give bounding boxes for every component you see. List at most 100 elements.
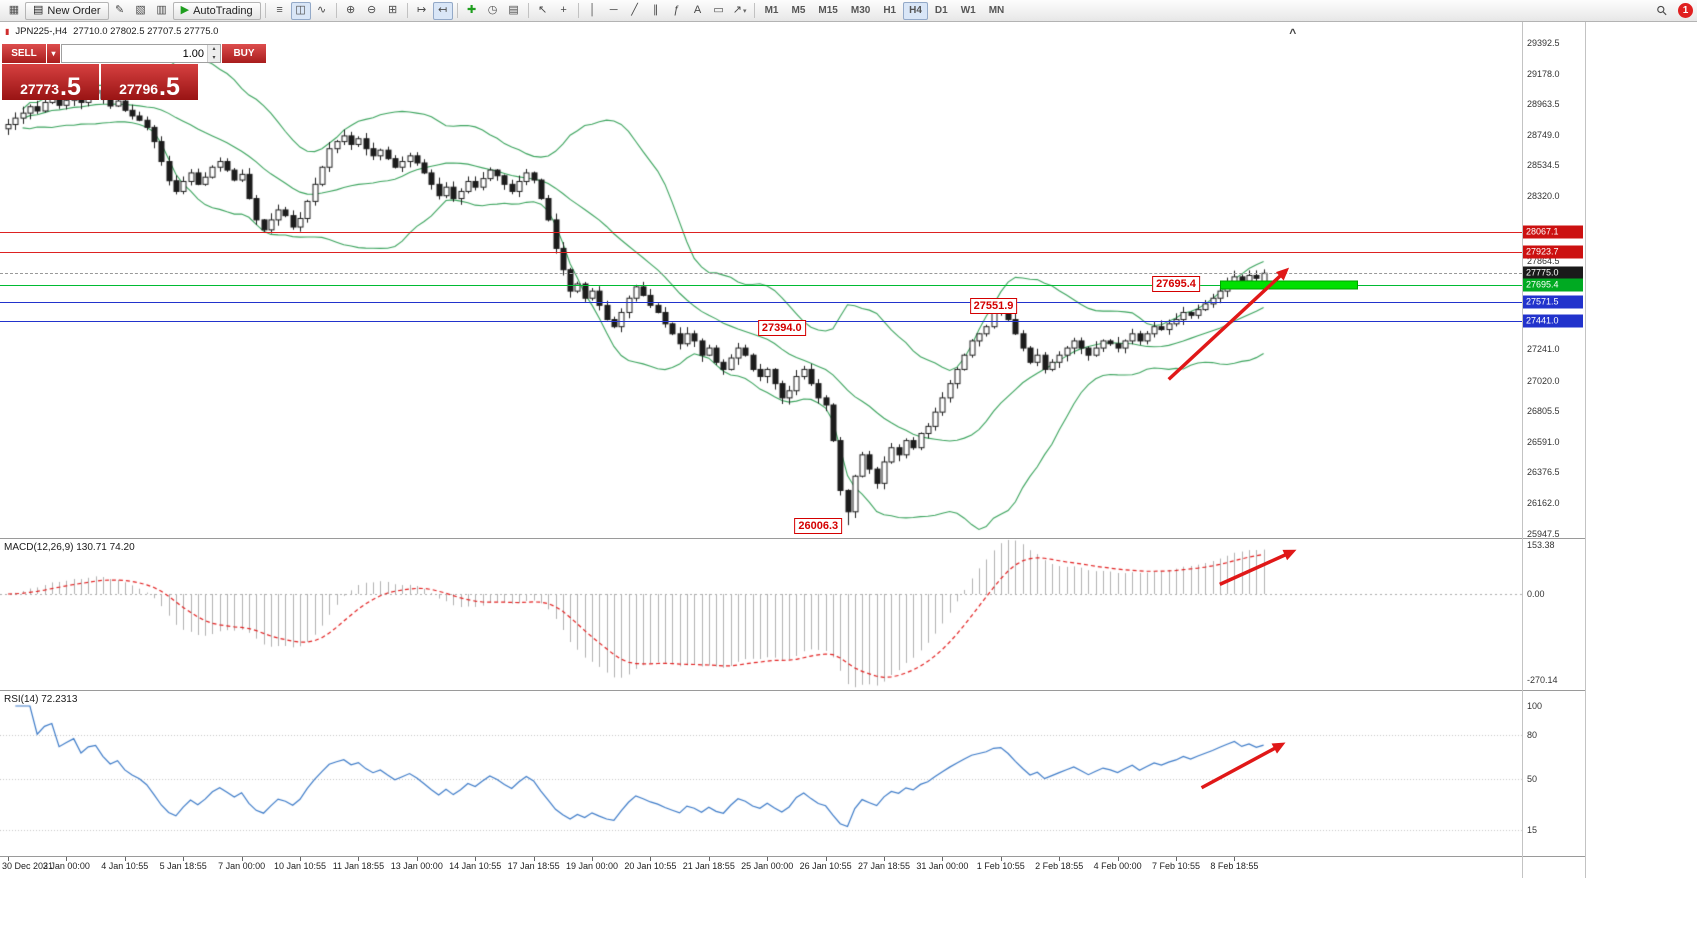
chart-marker-icon: ▮: [5, 27, 10, 36]
vertical-line-icon: │: [589, 4, 597, 16]
crosshair-button[interactable]: +: [554, 2, 574, 20]
notifications-badge[interactable]: 1: [1678, 3, 1693, 18]
horizontal-line-button[interactable]: ─: [604, 2, 624, 20]
price-tag: 27441.0: [1523, 314, 1583, 328]
zoom-in-button[interactable]: ⊕: [341, 2, 361, 20]
annotation-box[interactable]: 27394.0: [757, 320, 806, 337]
cursor-button[interactable]: ↖: [533, 2, 553, 20]
trendline-button[interactable]: ╱: [625, 2, 645, 20]
line-chart-icon: ∿: [316, 4, 327, 16]
candlestick-chart-button[interactable]: ◫: [290, 1, 311, 20]
metaeditor-button[interactable]: ✎: [110, 2, 130, 20]
channel-button[interactable]: ∥: [646, 2, 666, 20]
profiles-button[interactable]: ▧: [131, 2, 151, 20]
price-line[interactable]: [0, 252, 1522, 253]
periods-button[interactable]: ◷: [483, 2, 503, 20]
volume-up-button[interactable]: ▴: [212, 46, 216, 52]
price-axis-label: 25947.5: [1527, 528, 1560, 539]
sell-button[interactable]: SELL: [2, 44, 46, 63]
time-axis-tick: [183, 857, 184, 861]
timeframe-h1-button[interactable]: H1: [883, 5, 897, 16]
price-tag: 27695.4: [1523, 278, 1583, 292]
price-axis-label: 27020.0: [1527, 375, 1560, 386]
time-axis-tick: [8, 857, 9, 861]
price-line[interactable]: [0, 302, 1522, 303]
new-order-button[interactable]: ▤ New Order: [25, 1, 109, 20]
profiles-icon: ▧: [135, 4, 146, 16]
buy-price[interactable]: 27796.5: [101, 64, 198, 100]
price-line[interactable]: [0, 273, 1522, 274]
data-window-button[interactable]: ▥: [152, 2, 172, 20]
time-axis-tick: [534, 857, 535, 861]
timeframe-m30-button[interactable]: M30: [850, 5, 871, 16]
time-axis-label: 13 Jan 00:00: [390, 861, 443, 871]
price-line[interactable]: [0, 285, 1522, 286]
price-axis-label: 28534.5: [1527, 160, 1560, 171]
timeframe-mn-button[interactable]: MN: [988, 5, 1005, 16]
time-axis-tick: [1059, 857, 1060, 861]
arrow-object-icon: ↗: [732, 4, 742, 16]
price-tag: 28067.1: [1523, 225, 1583, 239]
time-axis-separator: [0, 856, 1586, 857]
time-axis-label: 25 Jan 00:00: [741, 861, 794, 871]
timeframe-m15-button[interactable]: M15: [818, 5, 838, 16]
autotrading-label: AutoTrading: [193, 4, 253, 17]
green-zone[interactable]: [1219, 280, 1359, 290]
indicators-button[interactable]: ✚: [462, 2, 482, 20]
trend-arrow[interactable]: [1200, 742, 1286, 790]
bar-chart-button[interactable]: ≡: [270, 2, 290, 20]
arrows-objects-button[interactable]: ↗ ▾: [730, 2, 750, 20]
arrow-marker[interactable]: ^: [1289, 25, 1297, 40]
time-axis-tick: [358, 857, 359, 861]
volume-input[interactable]: [62, 45, 207, 62]
price-axis-label: 28963.5: [1527, 99, 1560, 110]
tile-windows-icon: ⊞: [387, 4, 398, 16]
chart-shift-button[interactable]: ↤: [432, 1, 453, 20]
price-line[interactable]: [0, 232, 1522, 233]
search-button[interactable]: ⚲: [1652, 2, 1672, 20]
charts-grid-button[interactable]: ▦: [4, 2, 24, 20]
tile-windows-button[interactable]: ⊞: [383, 2, 403, 20]
toolbar-separator: [456, 3, 458, 18]
zoom-out-button[interactable]: ⊖: [362, 2, 382, 20]
volume-down-button[interactable]: ▾: [212, 54, 216, 61]
annotation-box[interactable]: 26006.3: [794, 517, 843, 534]
rsi-panel-separator[interactable]: [0, 690, 1586, 691]
annotation-box[interactable]: 27551.9: [969, 298, 1018, 315]
timeframe-d1-button[interactable]: D1: [934, 5, 948, 16]
auto-scroll-button[interactable]: ↦: [412, 2, 432, 20]
templates-icon: ▤: [508, 4, 519, 16]
time-axis-label: 3 Jan 00:00: [42, 861, 90, 871]
text-label-icon: ▭: [713, 4, 724, 16]
annotation-box[interactable]: 27695.4: [1152, 276, 1200, 293]
line-chart-button[interactable]: ∿: [312, 2, 332, 20]
price-axis-label: 29392.5: [1527, 38, 1560, 48]
order-type-caret-button[interactable]: ▾: [47, 44, 60, 63]
autotrading-button[interactable]: ▶ AutoTrading: [172, 1, 261, 20]
price-axis-label: 26805.5: [1527, 406, 1560, 417]
cursor-icon: ↖: [537, 4, 548, 16]
macd-panel-separator[interactable]: [0, 538, 1586, 539]
templates-button[interactable]: ▤: [504, 2, 524, 20]
time-axis-label: 5 Jan 18:55: [159, 861, 207, 871]
timeframe-w1-button[interactable]: W1: [960, 5, 976, 16]
time-axis-label: 2 Feb 18:55: [1035, 861, 1084, 871]
buy-button[interactable]: BUY: [222, 44, 266, 63]
sell-price[interactable]: 27773.5: [2, 64, 99, 100]
timeframe-h4-button[interactable]: H4: [903, 1, 928, 20]
trend-arrow[interactable]: [1167, 267, 1290, 381]
fibonacci-button[interactable]: ƒ: [667, 2, 687, 20]
trade-top-row: SELL ▾ ▴ ▾ BUY: [2, 44, 266, 63]
buy-price-main: 27796: [119, 80, 159, 97]
rsi-axis-label: 15: [1527, 825, 1538, 836]
charts-grid-icon: ▦: [8, 4, 20, 16]
time-axis-tick: [884, 857, 885, 861]
text-button[interactable]: A: [688, 2, 708, 20]
text-label-button[interactable]: ▭: [709, 2, 729, 20]
timeframe-m5-button[interactable]: M5: [791, 5, 806, 16]
timeframe-m1-button[interactable]: M1: [764, 5, 779, 16]
trend-arrow[interactable]: [1219, 549, 1297, 586]
vertical-line-button[interactable]: │: [583, 2, 603, 20]
